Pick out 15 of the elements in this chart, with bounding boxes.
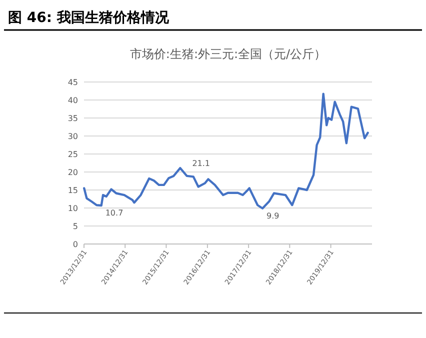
y-tick-label: 0 — [72, 240, 78, 249]
y-tick-label: 30 — [68, 132, 78, 141]
y-tick-label: 10 — [68, 204, 78, 213]
annotation: 9.9 — [266, 211, 280, 220]
y-tick-label: 35 — [68, 114, 78, 123]
y-tick-label: 5 — [72, 222, 78, 231]
y-tick-label: 20 — [68, 168, 78, 177]
y-tick-label: 45 — [68, 78, 78, 87]
annotation: 21.1 — [192, 159, 210, 168]
chart-title: 图 46: 我国生猪价格情况 — [8, 10, 170, 26]
annotation: 10.7 — [105, 208, 124, 218]
y-tick-label: 15 — [68, 186, 78, 195]
y-tick-label: 40 — [68, 96, 78, 105]
y-tick-label: 25 — [68, 150, 78, 159]
chart-subtitle: 市场价:生猪:外三元:全国（元/公斤） — [130, 47, 326, 61]
